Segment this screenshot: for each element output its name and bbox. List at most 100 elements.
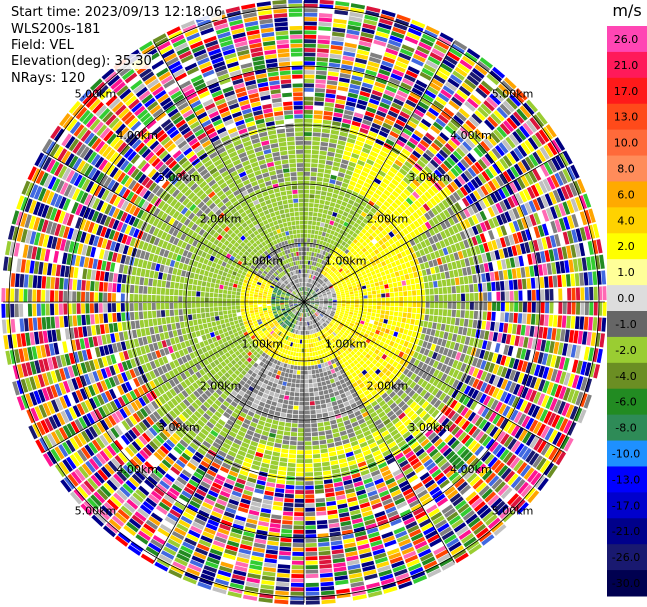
velocity-gate <box>331 40 344 46</box>
velocity-gate <box>435 40 450 50</box>
velocity-gate <box>382 211 390 219</box>
velocity-gate <box>371 89 383 97</box>
velocity-gate <box>424 178 433 188</box>
velocity-gate <box>439 211 447 221</box>
velocity-gate <box>311 275 314 280</box>
velocity-gate <box>389 106 401 114</box>
velocity-gate <box>352 285 357 289</box>
velocity-gate <box>380 97 392 106</box>
velocity-gate <box>579 211 588 226</box>
velocity-gate <box>304 145 312 150</box>
velocity-gate <box>525 228 532 241</box>
velocity-gate <box>314 105 324 111</box>
velocity-gate <box>527 137 539 150</box>
velocity-gate <box>423 114 434 124</box>
velocity-gate <box>470 149 480 161</box>
velocity-gate <box>322 250 326 256</box>
velocity-gate <box>314 234 318 240</box>
velocity-gate <box>319 226 324 232</box>
velocity-gate <box>524 156 535 169</box>
velocity-gate <box>339 72 351 79</box>
velocity-gate <box>336 176 344 182</box>
velocity-gate <box>533 226 541 239</box>
velocity-gate <box>440 256 447 264</box>
velocity-gate <box>383 219 391 226</box>
velocity-gate <box>304 291 306 296</box>
velocity-gate <box>305 269 308 274</box>
velocity-gate <box>313 286 317 290</box>
velocity-gate <box>350 279 356 284</box>
velocity-gate <box>305 273 307 278</box>
velocity-gate <box>478 244 485 254</box>
velocity-gate <box>318 163 325 169</box>
velocity-gate <box>409 239 416 247</box>
velocity-gate <box>550 220 558 234</box>
velocity-gate <box>412 244 419 252</box>
velocity-gate <box>374 35 388 43</box>
velocity-gate <box>351 256 357 262</box>
velocity-gate <box>318 26 332 32</box>
velocity-gate <box>516 218 525 231</box>
velocity-gate <box>323 177 330 183</box>
velocity-gate <box>403 188 411 197</box>
velocity-gate <box>361 271 367 276</box>
velocity-gate <box>391 235 398 243</box>
velocity-gate <box>340 270 345 275</box>
velocity-gate <box>394 271 400 277</box>
velocity-gate <box>321 245 325 251</box>
velocity-gate <box>466 48 481 60</box>
velocity-gate <box>471 67 485 79</box>
velocity-gate <box>350 176 358 183</box>
velocity-gate <box>326 268 330 273</box>
velocity-gate <box>381 261 387 267</box>
velocity-gate <box>304 17 318 22</box>
velocity-gate <box>340 291 345 294</box>
velocity-gate <box>444 55 458 66</box>
velocity-gate <box>331 261 336 266</box>
velocity-gate <box>584 209 592 225</box>
velocity-gate <box>361 262 367 268</box>
velocity-gate <box>335 180 343 186</box>
velocity-gate <box>312 141 320 146</box>
velocity-gate <box>526 99 539 113</box>
velocity-gate <box>323 294 328 297</box>
velocity-gate <box>344 174 352 180</box>
velocity-gate <box>394 198 402 206</box>
velocity-gate <box>318 13 333 18</box>
velocity-gate <box>529 117 541 131</box>
velocity-gate <box>373 248 380 255</box>
velocity-gate <box>450 136 461 147</box>
velocity-gate <box>339 244 344 250</box>
velocity-gate <box>420 194 429 203</box>
velocity-gate <box>337 283 342 287</box>
velocity-gate <box>329 287 334 291</box>
velocity-gate <box>415 105 427 114</box>
velocity-gate <box>371 231 378 238</box>
velocity-gate <box>304 8 318 13</box>
velocity-gate <box>478 83 491 96</box>
velocity-gate <box>433 100 445 110</box>
velocity-gate <box>323 271 328 276</box>
velocity-gate <box>344 207 351 213</box>
velocity-gate <box>449 74 463 85</box>
velocity-gate <box>337 140 346 146</box>
velocity-gate <box>363 256 369 262</box>
velocity-gate <box>537 224 545 237</box>
velocity-gate <box>345 169 353 176</box>
velocity-gate <box>363 207 370 214</box>
velocity-gate <box>306 292 309 296</box>
velocity-gate <box>461 55 476 67</box>
velocity-gate <box>434 250 441 259</box>
velocity-gate <box>399 258 405 265</box>
velocity-gate <box>489 70 503 82</box>
velocity-gate <box>309 265 312 270</box>
velocity-gate <box>480 103 492 115</box>
velocity-gate <box>335 288 340 292</box>
velocity-gate <box>451 214 459 224</box>
velocity-gate <box>377 106 389 114</box>
velocity-gate <box>355 280 361 285</box>
velocity-gate <box>426 253 432 261</box>
velocity-gate <box>309 274 312 279</box>
velocity-gate <box>358 238 365 244</box>
